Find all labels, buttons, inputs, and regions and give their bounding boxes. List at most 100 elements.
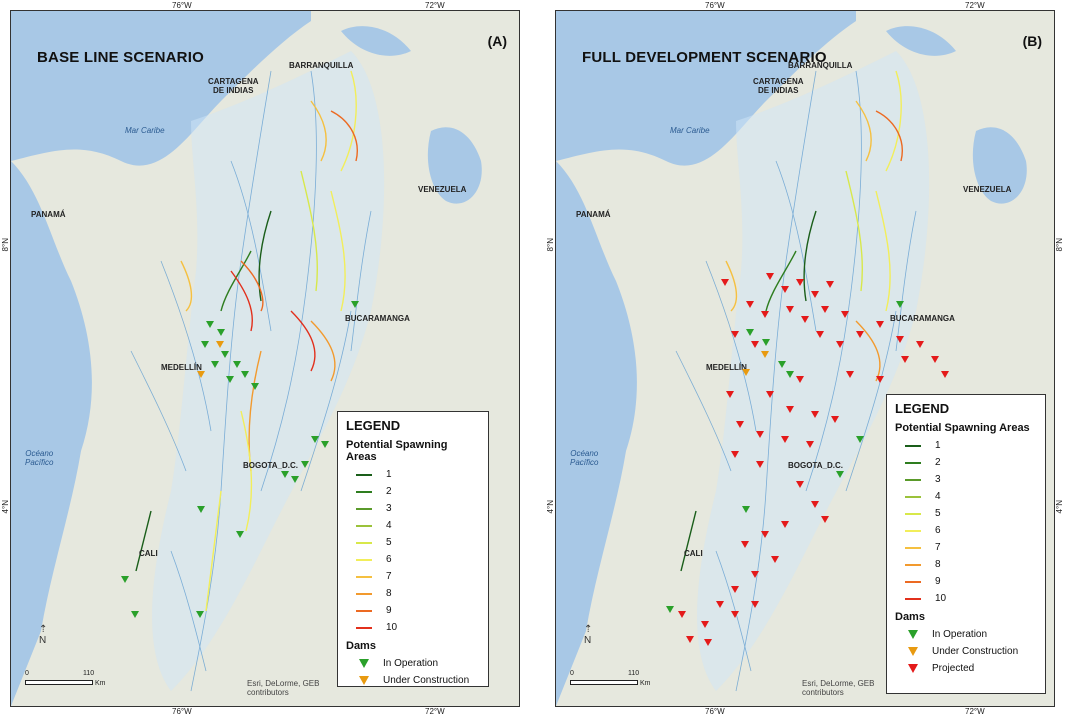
legend-class-row: 4 (895, 488, 1037, 505)
scale-bar-graphic (25, 680, 93, 685)
legend-swatch (905, 546, 921, 549)
legend-class-label: 10 (935, 593, 947, 604)
place-cali: CALI (139, 549, 158, 558)
legend-class-label: 2 (386, 486, 392, 497)
legend-class-label: 1 (386, 469, 392, 480)
legend-class-row: 3 (895, 471, 1037, 488)
legend-class-row: 5 (895, 505, 1037, 522)
legend-class-row: 6 (895, 522, 1037, 539)
legend-dam-row: Projected (895, 660, 1037, 677)
legend-class-label: 8 (935, 559, 941, 570)
grid-label-left-4n: 4°N (1, 500, 10, 514)
legend-swatch (356, 575, 372, 578)
legend-classes-a: 1 2 3 4 5 6 7 8 9 10 (346, 466, 480, 636)
place-bucaramanga: BUCARAMANGA (890, 314, 955, 323)
legend-dam-row: Under Construction (346, 672, 480, 689)
legend-class-label: 7 (935, 542, 941, 553)
scale-bar-b: 0 110 Km (570, 670, 651, 692)
map-title-b: FULL DEVELOPMENT SCENARIO (582, 49, 827, 66)
legend-swatch (905, 563, 921, 566)
panel-letter-b: (B) (1022, 33, 1042, 49)
legend-class-label: 9 (386, 605, 392, 616)
place-oceano-pacifico: Océano Pacífico (25, 449, 54, 467)
legend-swatch (356, 524, 372, 527)
legend-class-row: 3 (346, 500, 480, 517)
legend-dams-title-a: Dams (346, 640, 376, 652)
place-barranquilla: BARRANQUILLA (788, 61, 853, 70)
legend-swatch (905, 512, 921, 515)
place-panama: PANAMÁ (576, 210, 611, 219)
legend-class-label: 8 (386, 588, 392, 599)
legend-class-row: 1 (346, 466, 480, 483)
legend-class-label: 5 (935, 508, 941, 519)
legend-swatch (356, 541, 372, 544)
legend-class-label: 10 (386, 622, 398, 633)
legend-title-b: LEGEND (895, 401, 950, 416)
legend-class-row: 1 (895, 437, 1037, 454)
legend-swatch (356, 592, 372, 595)
legend-class-row: 9 (895, 573, 1037, 590)
legend-class-row: 8 (346, 585, 480, 602)
grid-label-left-8n: 8°N (1, 238, 10, 252)
legend-swatch (356, 609, 372, 612)
legend-swatch (356, 490, 372, 493)
grid-label-left-8n: 8°N (546, 238, 555, 252)
scale-bar-graphic (570, 680, 638, 685)
triangle-down-icon (359, 676, 369, 685)
legend-class-label: 3 (935, 474, 941, 485)
legend-dam-label: In Operation (932, 629, 988, 640)
legend-dams-title-b: Dams (895, 611, 925, 623)
place-venezuela: VENEZUELA (418, 185, 467, 194)
legend-dam-row: Under Construction (895, 643, 1037, 660)
legend-class-row: 2 (895, 454, 1037, 471)
legend-dam-label: Under Construction (383, 675, 470, 686)
scale-unit: Km (640, 680, 651, 687)
scale-unit: Km (95, 680, 106, 687)
legend-swatch (905, 444, 921, 447)
place-medellin: MEDELLÍN (161, 363, 202, 372)
place-mar-caribe: Mar Caribe (125, 126, 165, 135)
legend-b: LEGEND Potential Spawning Areas 1 2 3 4 … (886, 394, 1046, 694)
legend-swatch (905, 580, 921, 583)
legend-classes-b: 1 2 3 4 5 6 7 8 9 10 (895, 437, 1037, 607)
legend-swatch (356, 626, 372, 629)
grid-label-bottom-right: 72°W (425, 707, 445, 716)
scale-zero: 0 (25, 670, 29, 677)
legend-class-label: 3 (386, 503, 392, 514)
legend-class-label: 4 (386, 520, 392, 531)
place-oceano-pacifico: Océano Pacífico (570, 449, 599, 467)
legend-class-label: 7 (386, 571, 392, 582)
map-frame-a: BASE LINE SCENARIO (A) BARRANQUILLA CART… (10, 10, 520, 707)
grid-label-left-4n: 4°N (546, 500, 555, 514)
map-credit-a: Esri, DeLorme, GEB contributors (247, 679, 320, 697)
place-barranquilla: BARRANQUILLA (289, 61, 354, 70)
legend-class-row: 4 (346, 517, 480, 534)
legend-swatch (905, 478, 921, 481)
legend-dam-label: Under Construction (932, 646, 1019, 657)
place-mar-caribe: Mar Caribe (670, 126, 710, 135)
legend-class-label: 6 (935, 525, 941, 536)
scale-bar-a: 0 110 Km (25, 670, 106, 692)
legend-a: LEGEND Potential Spawning Areas 1 2 3 4 … (337, 411, 489, 687)
triangle-down-icon (908, 647, 918, 656)
legend-class-label: 5 (386, 537, 392, 548)
map-panel-a: 76°W 72°W 76°W 72°W 8°N 4°N (0, 0, 520, 719)
north-arrow-icon: ⇡ N (39, 624, 48, 646)
legend-swatch (905, 529, 921, 532)
map-title-a: BASE LINE SCENARIO (37, 49, 204, 66)
legend-swatch (905, 597, 921, 600)
dam-markers-b (666, 273, 949, 646)
grid-label-top-right: 72°W (965, 1, 985, 10)
grid-label-right-4n: 4°N (1055, 500, 1064, 514)
legend-class-label: 1 (935, 440, 941, 451)
dam-markers-a (121, 301, 359, 618)
grid-label-top-left: 76°W (172, 1, 192, 10)
map-credit-b: Esri, DeLorme, GEB contributors (802, 679, 875, 697)
place-cartagena: CARTAGENA DE INDIAS (753, 77, 804, 95)
legend-swatch (356, 558, 372, 561)
triangle-down-icon (908, 664, 918, 673)
scale-zero: 0 (570, 670, 574, 677)
grid-label-bottom-left: 76°W (172, 707, 192, 716)
grid-label-top-right: 72°W (425, 1, 445, 10)
panel-letter-a: (A) (487, 33, 507, 49)
